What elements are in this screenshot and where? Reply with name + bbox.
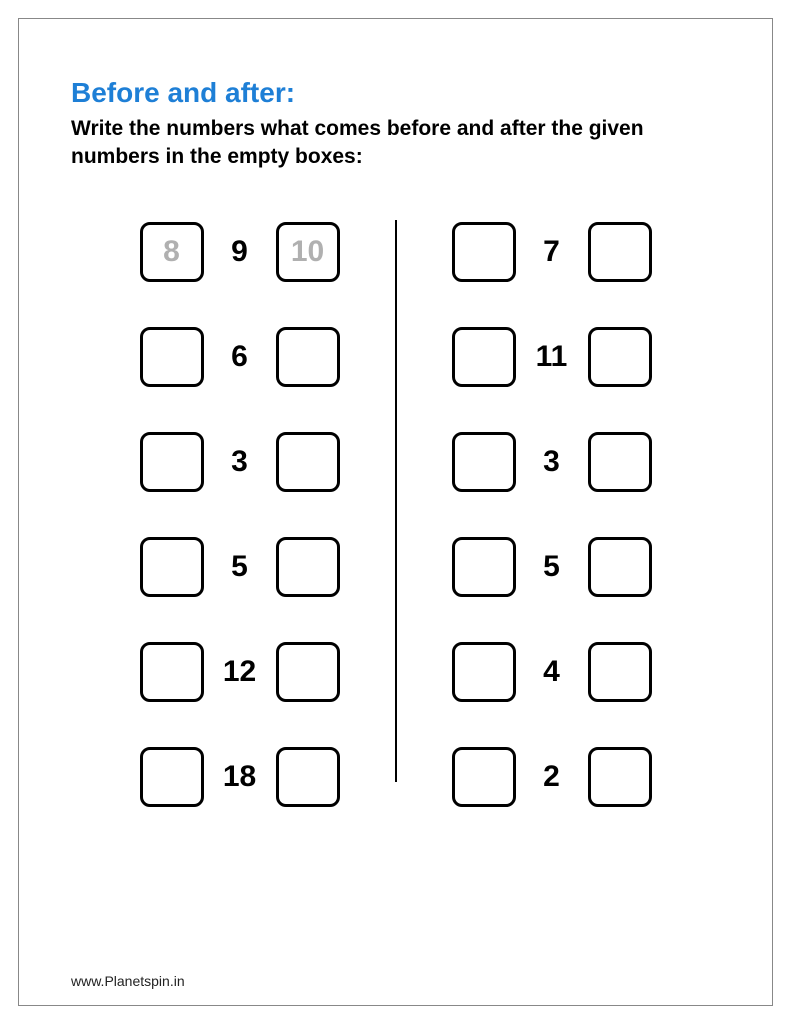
after-box[interactable] <box>588 747 652 807</box>
given-number: 11 <box>530 340 574 374</box>
left-column: 8 9 10 6 3 5 12 <box>140 222 395 807</box>
number-row: 8 9 10 <box>140 222 340 282</box>
number-row: 4 <box>452 642 652 702</box>
before-box[interactable] <box>452 327 516 387</box>
worksheet-title: Before and after: <box>71 77 720 109</box>
worksheet-page: Before and after: Write the numbers what… <box>18 18 773 1006</box>
before-box[interactable] <box>452 222 516 282</box>
after-box[interactable] <box>276 747 340 807</box>
before-box[interactable] <box>452 642 516 702</box>
given-number: 9 <box>218 235 262 269</box>
number-row: 12 <box>140 642 340 702</box>
after-box[interactable] <box>588 222 652 282</box>
before-box[interactable]: 8 <box>140 222 204 282</box>
before-box[interactable] <box>452 747 516 807</box>
after-box[interactable] <box>588 642 652 702</box>
number-row: 5 <box>452 537 652 597</box>
after-box[interactable] <box>276 537 340 597</box>
after-box[interactable] <box>276 327 340 387</box>
after-box[interactable] <box>588 327 652 387</box>
number-row: 2 <box>452 747 652 807</box>
given-number: 2 <box>530 760 574 794</box>
number-row: 3 <box>140 432 340 492</box>
given-number: 5 <box>218 550 262 584</box>
number-row: 5 <box>140 537 340 597</box>
given-number: 4 <box>530 655 574 689</box>
given-number: 7 <box>530 235 574 269</box>
footer-credit: www.Planetspin.in <box>71 973 185 989</box>
worksheet-instructions: Write the numbers what comes before and … <box>71 115 720 172</box>
given-number: 18 <box>218 760 262 794</box>
given-number: 6 <box>218 340 262 374</box>
number-row: 11 <box>452 327 652 387</box>
number-row: 6 <box>140 327 340 387</box>
number-row: 18 <box>140 747 340 807</box>
worksheet-columns: 8 9 10 6 3 5 12 <box>71 222 720 807</box>
after-box[interactable] <box>588 432 652 492</box>
number-row: 3 <box>452 432 652 492</box>
before-box[interactable] <box>140 642 204 702</box>
right-column: 7 11 3 5 4 <box>397 222 652 807</box>
given-number: 5 <box>530 550 574 584</box>
number-row: 7 <box>452 222 652 282</box>
before-box[interactable] <box>140 747 204 807</box>
after-box[interactable] <box>276 432 340 492</box>
after-box[interactable] <box>588 537 652 597</box>
before-box[interactable] <box>140 432 204 492</box>
given-number: 3 <box>530 445 574 479</box>
given-number: 3 <box>218 445 262 479</box>
before-box[interactable] <box>452 432 516 492</box>
after-box[interactable] <box>276 642 340 702</box>
before-box[interactable] <box>452 537 516 597</box>
before-box[interactable] <box>140 537 204 597</box>
after-box[interactable]: 10 <box>276 222 340 282</box>
before-box[interactable] <box>140 327 204 387</box>
given-number: 12 <box>218 655 262 689</box>
